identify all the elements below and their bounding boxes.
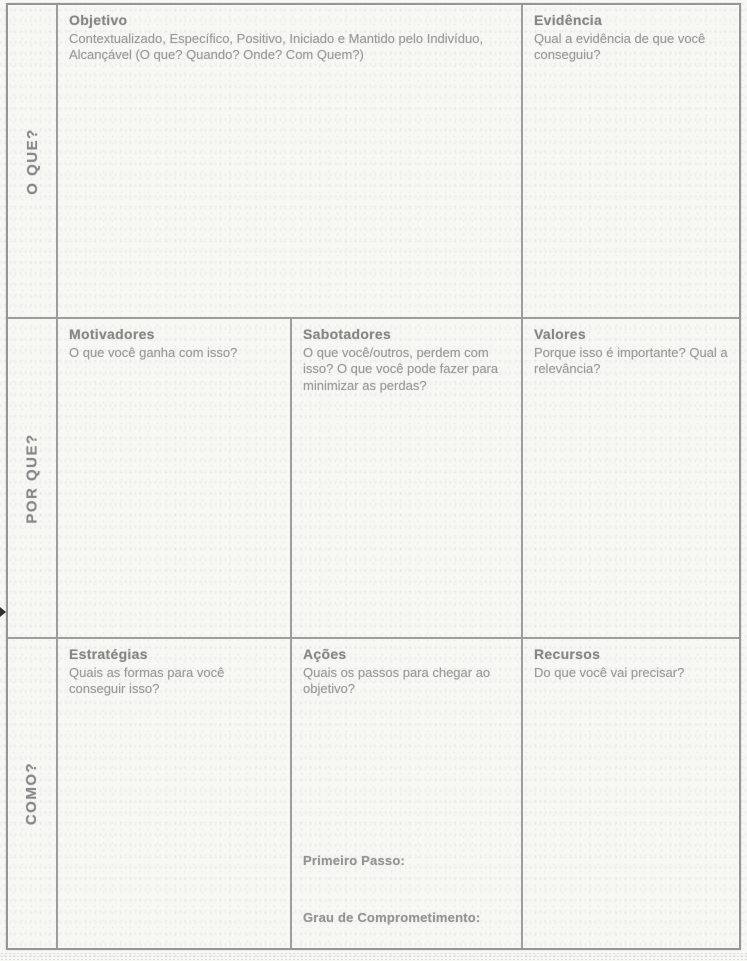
cell-prompt: Qual a evidência de que você conseguiu? [534, 30, 706, 63]
cell-evidencia: Evidência Qual a evidência de que você c… [523, 5, 739, 319]
cell-prompt: O que você/outros, perdem com isso? O qu… [303, 344, 499, 394]
cell-prompt: Porque isso é importante? Qual a relevân… [534, 344, 728, 377]
row-label-como: COMO? [8, 639, 58, 948]
cell-prompt: Quais os passos para chegar ao objetivo? [303, 664, 491, 697]
grau-comprometimento-label: Grau de Comprometimento: [303, 910, 481, 925]
row-label-text: O QUE? [23, 127, 41, 195]
cell-title: Evidência [534, 12, 603, 28]
scan-noise-strip [0, 952, 747, 961]
cell-estrategias: Estratégias Quais as formas para você co… [58, 639, 292, 948]
cell-prompt: Contextualizado, Específico, Positivo, I… [69, 30, 484, 63]
cell-acoes: Ações Quais os passos para chegar ao obj… [292, 639, 523, 948]
cell-title: Valores [534, 326, 586, 342]
cell-sabotadores: Sabotadores O que você/outros, perdem co… [292, 319, 523, 639]
cell-objetivo: Objetivo Contextualizado, Específico, Po… [58, 5, 523, 319]
cell-valores: Valores Porque isso é importante? Qual a… [523, 319, 739, 639]
cell-title: Estratégias [69, 646, 148, 662]
left-margin-ink-artifact [0, 607, 6, 617]
worksheet-table: O QUE? Objetivo Contextualizado, Específ… [6, 3, 741, 950]
cell-title: Recursos [534, 646, 601, 662]
row-label-o-que: O QUE? [8, 5, 58, 319]
row-label-text: COMO? [23, 761, 41, 826]
row-label-por-que: POR QUE? [8, 319, 58, 639]
cell-prompt: O que você ganha com isso? [69, 344, 238, 360]
cell-title: Sabotadores [303, 326, 392, 342]
row-label-text: POR QUE? [23, 432, 41, 524]
cell-title: Ações [303, 646, 347, 662]
primeiro-passo-label: Primeiro Passo: [303, 853, 405, 868]
cell-title: Motivadores [69, 326, 155, 342]
cell-motivadores: Motivadores O que você ganha com isso? [58, 319, 292, 639]
cell-prompt: Do que você vai precisar? [534, 664, 685, 680]
cell-recursos: Recursos Do que você vai precisar? [523, 639, 739, 948]
cell-title: Objetivo [69, 12, 128, 28]
cell-prompt: Quais as formas para você conseguir isso… [69, 664, 225, 697]
